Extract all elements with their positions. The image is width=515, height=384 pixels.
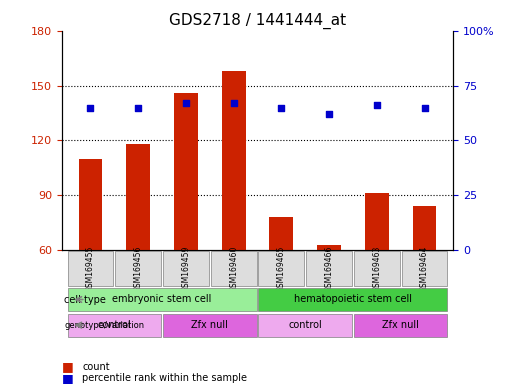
Text: GSM169456: GSM169456 [134,245,143,291]
Text: GSM169463: GSM169463 [372,245,381,291]
Bar [174,93,198,250]
Point [182,100,190,106]
Point [134,104,142,111]
Point [230,100,238,106]
Text: GSM169465: GSM169465 [277,245,286,291]
Text: Zfx null: Zfx null [382,319,419,329]
Text: hematopoietic stem cell: hematopoietic stem cell [294,294,412,304]
Text: genotype/variation: genotype/variation [64,321,144,329]
Text: count: count [82,362,110,372]
Bar [317,245,341,250]
FancyBboxPatch shape [354,314,448,337]
Text: GSM169464: GSM169464 [420,245,429,291]
Title: GDS2718 / 1441444_at: GDS2718 / 1441444_at [169,13,346,29]
Bar [413,206,437,250]
Point [373,102,381,108]
FancyBboxPatch shape [306,251,352,286]
Bar [221,71,246,250]
FancyBboxPatch shape [67,288,256,311]
Point [325,111,333,117]
FancyBboxPatch shape [163,251,209,286]
FancyBboxPatch shape [67,251,113,286]
Point [277,104,285,111]
Text: cell type: cell type [64,295,106,305]
Bar [365,194,389,250]
Text: embryonic stem cell: embryonic stem cell [112,294,212,304]
Text: GSM169460: GSM169460 [229,245,238,291]
Text: percentile rank within the sample: percentile rank within the sample [82,373,247,383]
Bar [78,159,102,250]
FancyBboxPatch shape [211,251,256,286]
FancyBboxPatch shape [115,251,161,286]
Text: Zfx null: Zfx null [192,319,228,329]
Point [87,104,95,111]
Bar [269,217,294,250]
Point [420,104,428,111]
Text: GSM169455: GSM169455 [86,245,95,291]
FancyBboxPatch shape [259,251,304,286]
FancyBboxPatch shape [163,314,256,337]
FancyBboxPatch shape [259,288,448,311]
Text: GSM169466: GSM169466 [324,245,334,291]
Text: ■: ■ [62,372,74,384]
Text: control: control [97,319,131,329]
Text: ■: ■ [62,360,74,373]
Bar [126,144,150,250]
FancyBboxPatch shape [402,251,448,286]
FancyBboxPatch shape [354,251,400,286]
FancyBboxPatch shape [259,314,352,337]
Text: control: control [288,319,322,329]
FancyBboxPatch shape [67,314,161,337]
Text: GSM169459: GSM169459 [181,245,191,291]
